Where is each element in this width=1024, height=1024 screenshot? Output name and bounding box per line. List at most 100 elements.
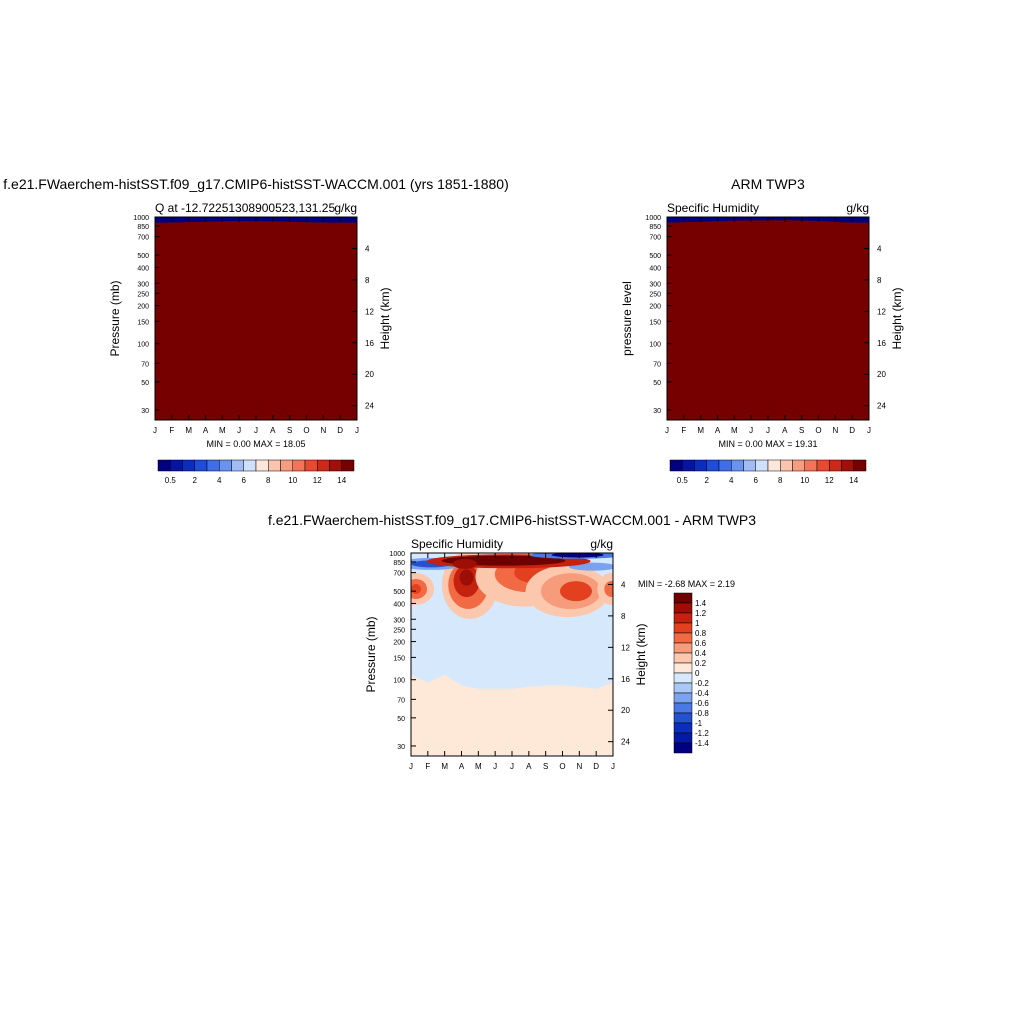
humidity-band xyxy=(667,220,869,420)
y-tick-label: 1000 xyxy=(389,551,405,558)
colorbar-box xyxy=(673,592,693,604)
colorbar-box xyxy=(718,459,732,472)
colorbar-box xyxy=(194,459,208,472)
heatmap-field xyxy=(155,217,357,420)
colorbar-box xyxy=(341,459,355,472)
colorbar-box xyxy=(673,722,693,734)
colorbar-box xyxy=(673,632,693,644)
right-tick-label: 16 xyxy=(365,339,374,348)
colorbar-label: -0.8 xyxy=(695,709,709,718)
right-tick-label: 12 xyxy=(877,307,886,316)
colorbar-box xyxy=(755,459,769,472)
colorbar-label: 14 xyxy=(849,476,858,485)
right-tick-label: 8 xyxy=(621,612,626,621)
colorbar-box xyxy=(182,459,195,472)
right-tick-label: 8 xyxy=(365,276,370,285)
colorbar-label: 0.8 xyxy=(695,629,707,638)
y-tick-label: 500 xyxy=(393,589,405,596)
colorbar-box xyxy=(219,459,232,472)
min-max-label: MIN = 0.00 MAX = 18.05 xyxy=(206,439,305,449)
colorbar-box xyxy=(292,459,306,472)
colorbar-box xyxy=(231,459,244,472)
colorbar-label: 12 xyxy=(825,476,834,485)
x-tick-label: N xyxy=(832,426,838,435)
x-tick-label: O xyxy=(815,426,821,435)
colorbar-box xyxy=(673,612,693,624)
right-tick-label: 4 xyxy=(365,244,370,253)
right-tick-label: 20 xyxy=(365,370,374,379)
y-tick-label: 1000 xyxy=(645,215,661,222)
y-tick-label: 30 xyxy=(141,408,149,415)
x-tick-label: J xyxy=(254,426,258,435)
colorbar-box xyxy=(157,459,171,472)
colorbar-box xyxy=(673,602,693,614)
right-tick-label: 16 xyxy=(621,675,630,684)
x-tick-label: D xyxy=(593,762,599,771)
x-tick-label: J xyxy=(665,426,669,435)
y-axis-label: Pressure (mb) xyxy=(364,616,378,692)
y-tick-label: 300 xyxy=(137,281,149,288)
colorbar-box xyxy=(673,742,693,754)
diff-panel: f.e21.FWaerchem-histSST.f09_g17.CMIP6-hi… xyxy=(268,512,756,771)
colorbar-box xyxy=(673,662,693,674)
colorbar-box xyxy=(841,459,854,472)
min-max-label: MIN = -2.68 MAX = 2.19 xyxy=(638,579,735,589)
colorbar-box xyxy=(673,682,693,694)
colorbar-box xyxy=(170,459,183,472)
right-axis-label: Height (km) xyxy=(378,287,392,349)
y-tick-label: 100 xyxy=(649,342,661,349)
colorbar-box xyxy=(780,459,793,472)
colorbar-box xyxy=(329,459,342,472)
y-tick-label: 300 xyxy=(393,617,405,624)
x-tick-label: A xyxy=(203,426,209,435)
y-tick-label: 200 xyxy=(137,304,149,311)
colorbar-box xyxy=(673,642,693,654)
y-tick-label: 500 xyxy=(137,253,149,260)
colorbar-box xyxy=(243,459,257,472)
x-tick-label: N xyxy=(576,762,582,771)
colorbar-box xyxy=(673,712,693,724)
units-label: g/kg xyxy=(846,201,869,215)
y-tick-label: 150 xyxy=(393,655,405,662)
x-tick-label: M xyxy=(731,426,738,435)
x-tick-label: F xyxy=(681,426,686,435)
colorbar-box xyxy=(673,672,693,684)
colorbar-label: 14 xyxy=(337,476,346,485)
colorbar-label: -0.2 xyxy=(695,679,709,688)
y-tick-label: 30 xyxy=(653,408,661,415)
x-tick-label: D xyxy=(849,426,855,435)
right-tick-label: 12 xyxy=(365,307,374,316)
x-tick-label: J xyxy=(493,762,497,771)
min-max-label: MIN = 0.00 MAX = 19.31 xyxy=(718,439,817,449)
x-tick-label: F xyxy=(425,762,430,771)
colorbar-box xyxy=(694,459,707,472)
chart-title: f.e21.FWaerchem-histSST.f09_g17.CMIP6-hi… xyxy=(3,176,508,192)
colorbar-box xyxy=(317,459,330,472)
x-tick-label: M xyxy=(441,762,448,771)
right-tick-label: 20 xyxy=(621,706,630,715)
colorbar-box xyxy=(280,459,293,472)
y-tick-label: 500 xyxy=(649,253,661,260)
x-tick-label: M xyxy=(185,426,192,435)
diff-blob xyxy=(411,583,422,594)
diff-blob xyxy=(459,569,474,586)
colorbar-label: 1.4 xyxy=(695,599,707,608)
right-tick-label: 24 xyxy=(365,402,374,411)
y-tick-label: 70 xyxy=(653,361,661,368)
y-tick-label: 200 xyxy=(649,304,661,311)
colorbar-label: 10 xyxy=(800,476,809,485)
colorbar-label: 4 xyxy=(217,476,222,485)
colorbar-box xyxy=(792,459,805,472)
colorbar-box xyxy=(206,459,220,472)
diff-blob xyxy=(452,558,477,569)
colorbar-box xyxy=(731,459,744,472)
colorbar-label: 12 xyxy=(313,476,322,485)
colorbar-box xyxy=(673,702,693,714)
obs-panel: ARM TWP3 Specific Humidity g/kg J F M A M J J A S O N… xyxy=(620,176,904,485)
right-tick-label: 16 xyxy=(877,339,886,348)
x-tick-label: M xyxy=(219,426,226,435)
colorbar-box xyxy=(816,459,830,472)
x-tick-label: J xyxy=(409,762,413,771)
y-tick-label: 300 xyxy=(649,281,661,288)
